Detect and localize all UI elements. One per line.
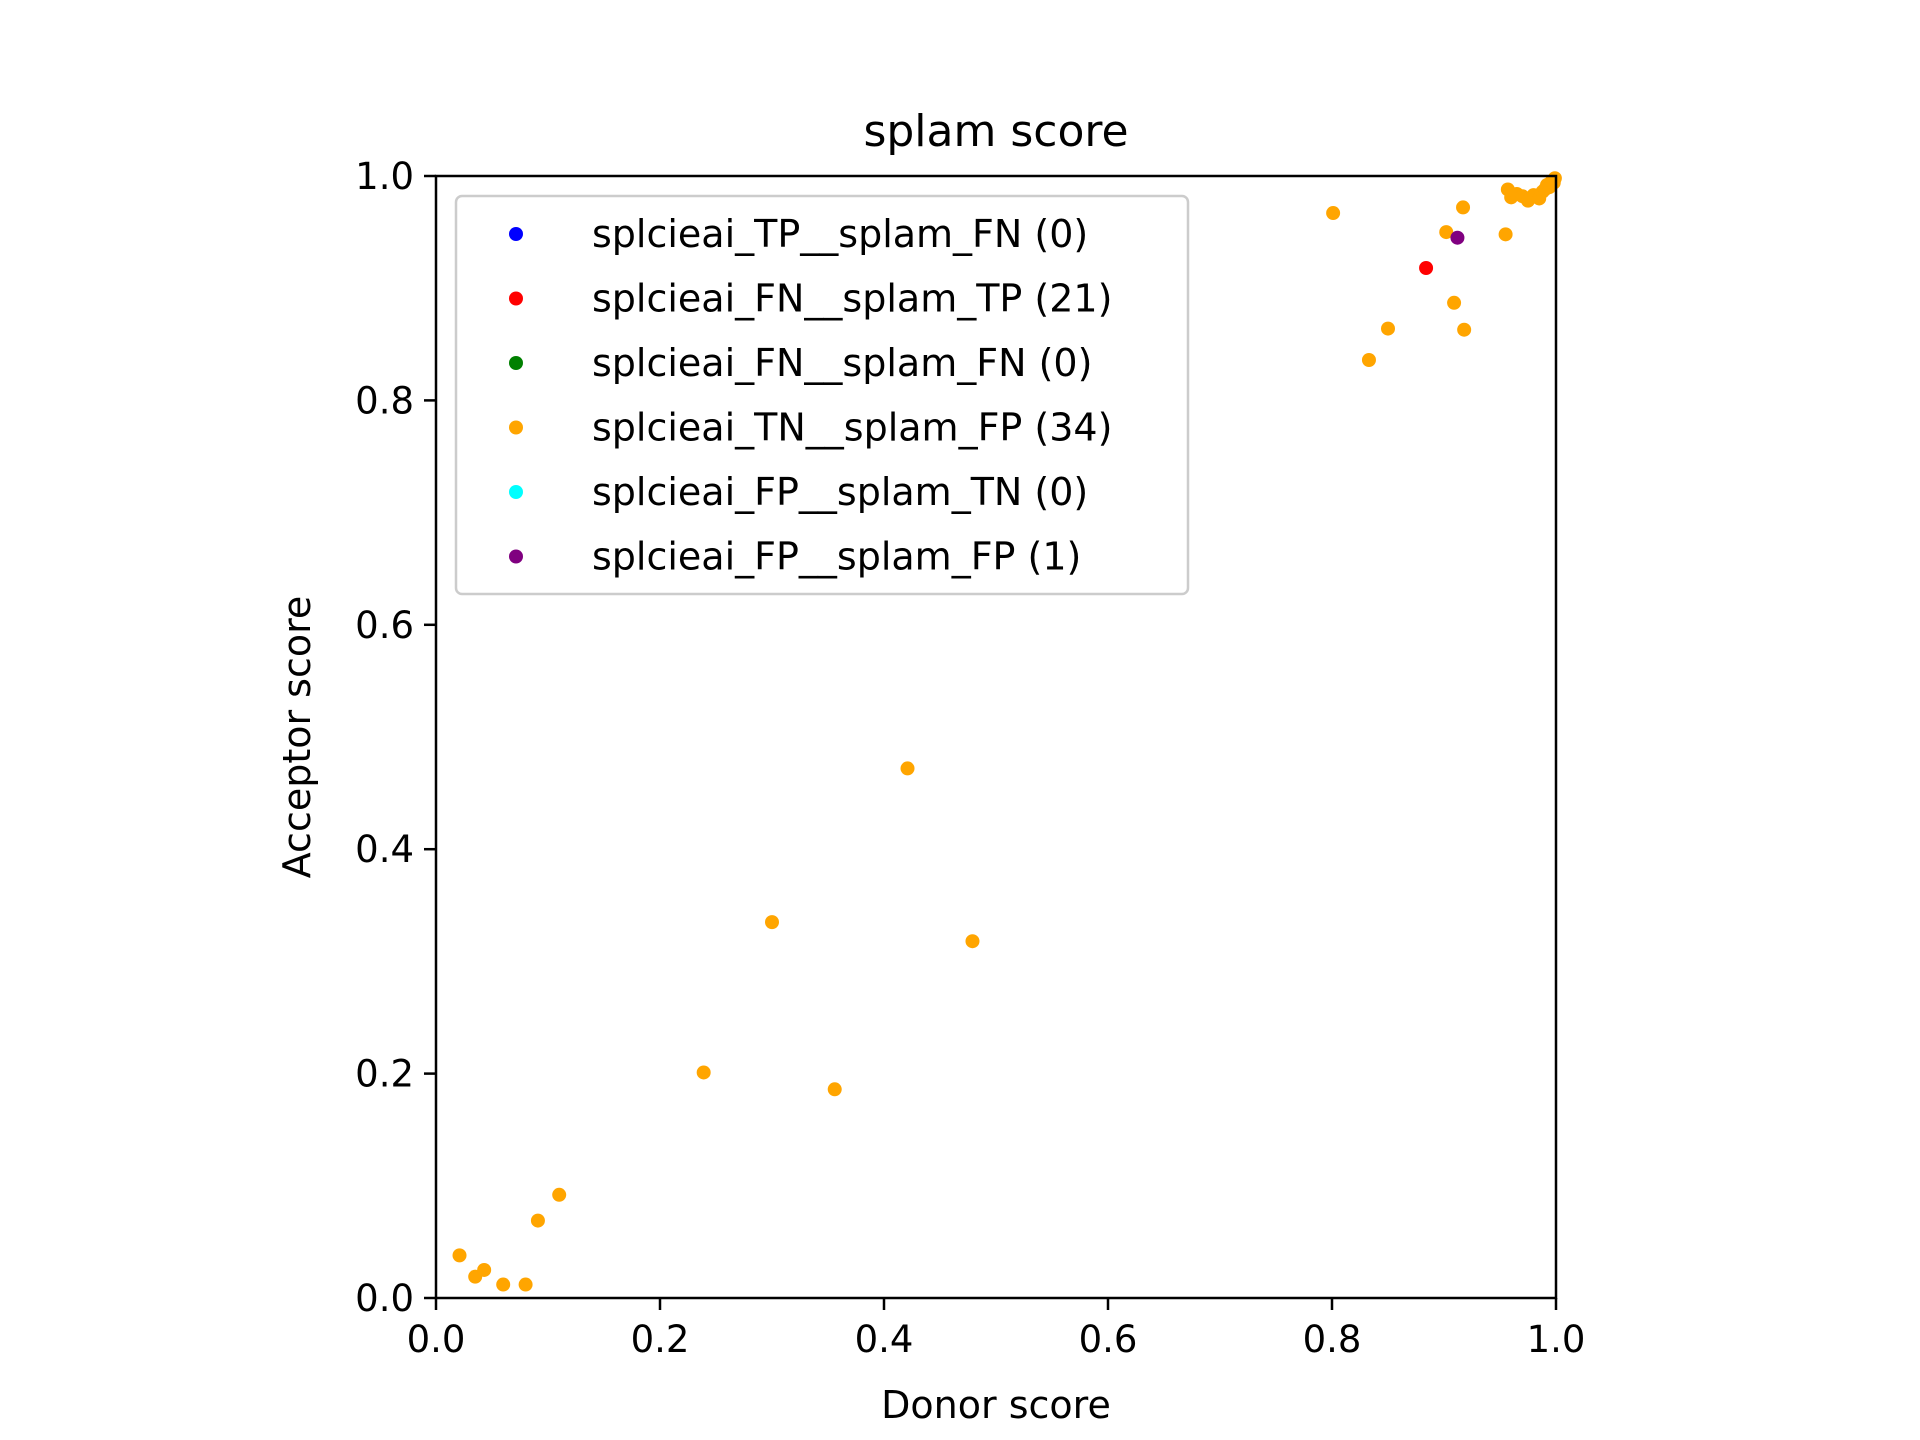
y-tick-label: 0.2 — [355, 1053, 414, 1096]
y-tick-label: 0.8 — [355, 379, 414, 422]
x-tick-label: 0.0 — [407, 1318, 466, 1361]
legend-entry-label: splcieai_FP__splam_TN (0) — [592, 470, 1088, 514]
data-point — [1498, 227, 1513, 242]
legend-entry-label: splcieai_FN__splam_TP (21) — [592, 277, 1112, 321]
legend-entry-label: splcieai_TP__splam_FN (0) — [592, 212, 1088, 256]
data-point — [1326, 206, 1341, 221]
points-layer — [452, 171, 1562, 1292]
legend: splcieai_TP__splam_FN (0) splcieai_FN__sp… — [454, 194, 1190, 596]
x-tick-label: 0.2 — [631, 1318, 690, 1361]
data-point — [496, 1277, 511, 1292]
legend-marker — [509, 356, 523, 370]
data-point — [1419, 261, 1434, 276]
data-point — [518, 1277, 533, 1292]
legend-entry-label: splcieai_TN__splam_FP (34) — [592, 406, 1112, 450]
x-tick-label: 0.4 — [855, 1318, 914, 1361]
y-tick-label: 0.4 — [355, 828, 414, 871]
y-tick-label: 0.6 — [355, 604, 414, 647]
data-point — [1381, 321, 1395, 336]
data-point — [1439, 225, 1454, 240]
legend-box — [454, 194, 1190, 596]
x-axis: 0.0 0.2 0.4 0.6 0.8 1.0 — [407, 1298, 1586, 1361]
y-tick-label: 1.0 — [355, 155, 414, 198]
legend-marker — [509, 549, 523, 564]
chart-title: splam score — [863, 106, 1128, 157]
data-point — [765, 915, 779, 930]
legend-entry-label: splcieai_FP__splam_FP (1) — [592, 535, 1081, 579]
x-tick-label: 1.0 — [1527, 1318, 1586, 1361]
plot-frame — [434, 174, 1558, 1300]
data-point — [1457, 322, 1472, 337]
data-point — [900, 761, 915, 776]
y-axis: 0.0 0.2 0.4 0.6 0.8 1.0 — [355, 155, 436, 1320]
x-tick-label: 0.6 — [1079, 1318, 1138, 1361]
legend-marker — [509, 485, 523, 499]
y-tick-label: 0.0 — [355, 1277, 414, 1320]
data-point — [530, 1213, 545, 1228]
data-point — [827, 1082, 842, 1097]
data-point — [1361, 353, 1376, 368]
legend-marker — [509, 227, 523, 241]
data-point — [452, 1248, 467, 1263]
data-point — [1447, 295, 1462, 310]
data-point — [552, 1187, 567, 1202]
legend-marker — [509, 291, 523, 306]
data-point — [965, 934, 980, 949]
x-tick-label: 0.8 — [1303, 1318, 1362, 1361]
data-point — [477, 1262, 492, 1277]
data-point — [1450, 230, 1465, 245]
legend-entry-label: splcieai_FN__splam_FN (0) — [592, 341, 1092, 385]
x-axis-label: Donor score — [881, 1383, 1111, 1427]
y-axis-label: Acceptor score — [275, 596, 319, 879]
data-point — [1456, 200, 1471, 215]
legend-marker — [509, 420, 523, 435]
data-point — [696, 1065, 711, 1080]
